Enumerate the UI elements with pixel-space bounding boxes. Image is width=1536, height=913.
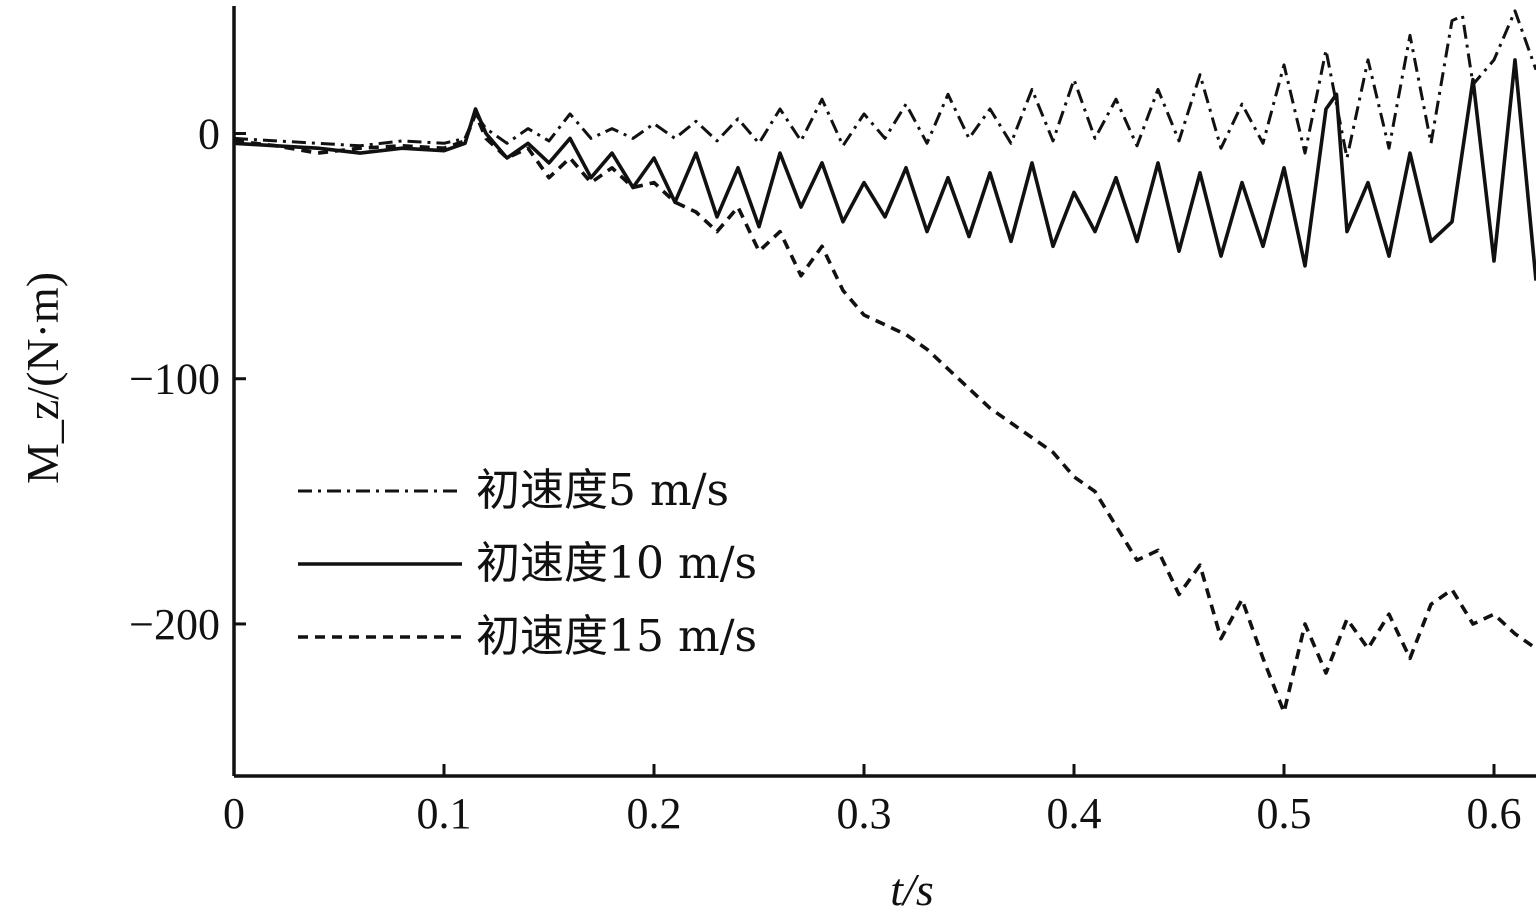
y-ticks: 0 −100 −200 (129, 110, 246, 649)
x-tick-label: 0.4 (1047, 789, 1102, 838)
x-ticks: 0 0.1 0.2 0.3 0.4 0.5 0.6 (223, 764, 1522, 838)
series-line-2 (233, 58, 1536, 281)
x-tick-label: 0.6 (1467, 789, 1522, 838)
series-layer (233, 9, 1536, 715)
series-line-3 (233, 112, 1536, 715)
y-axis-label: M_z/(N·m) (17, 272, 68, 484)
legend-label-2: 初速度10 m/s (476, 538, 757, 589)
x-tick-label: 0.5 (1257, 789, 1312, 838)
x-axis-label: t/s (890, 864, 933, 913)
x-tick-label: 0.3 (837, 789, 892, 838)
y-tick-label: 0 (198, 110, 220, 159)
x-tick-label: 0.1 (417, 789, 472, 838)
x-tick-label: 0.2 (627, 789, 682, 838)
y-tick-label: −100 (129, 355, 220, 404)
y-tick-label: −200 (129, 600, 220, 649)
legend: 初速度5 m/s 初速度10 m/s 初速度15 m/s (298, 465, 757, 662)
x-tick-label: 0 (223, 789, 245, 838)
legend-label-1: 初速度5 m/s (476, 465, 729, 516)
series-line-1 (233, 9, 1536, 160)
legend-label-3: 初速度15 m/s (476, 611, 757, 662)
